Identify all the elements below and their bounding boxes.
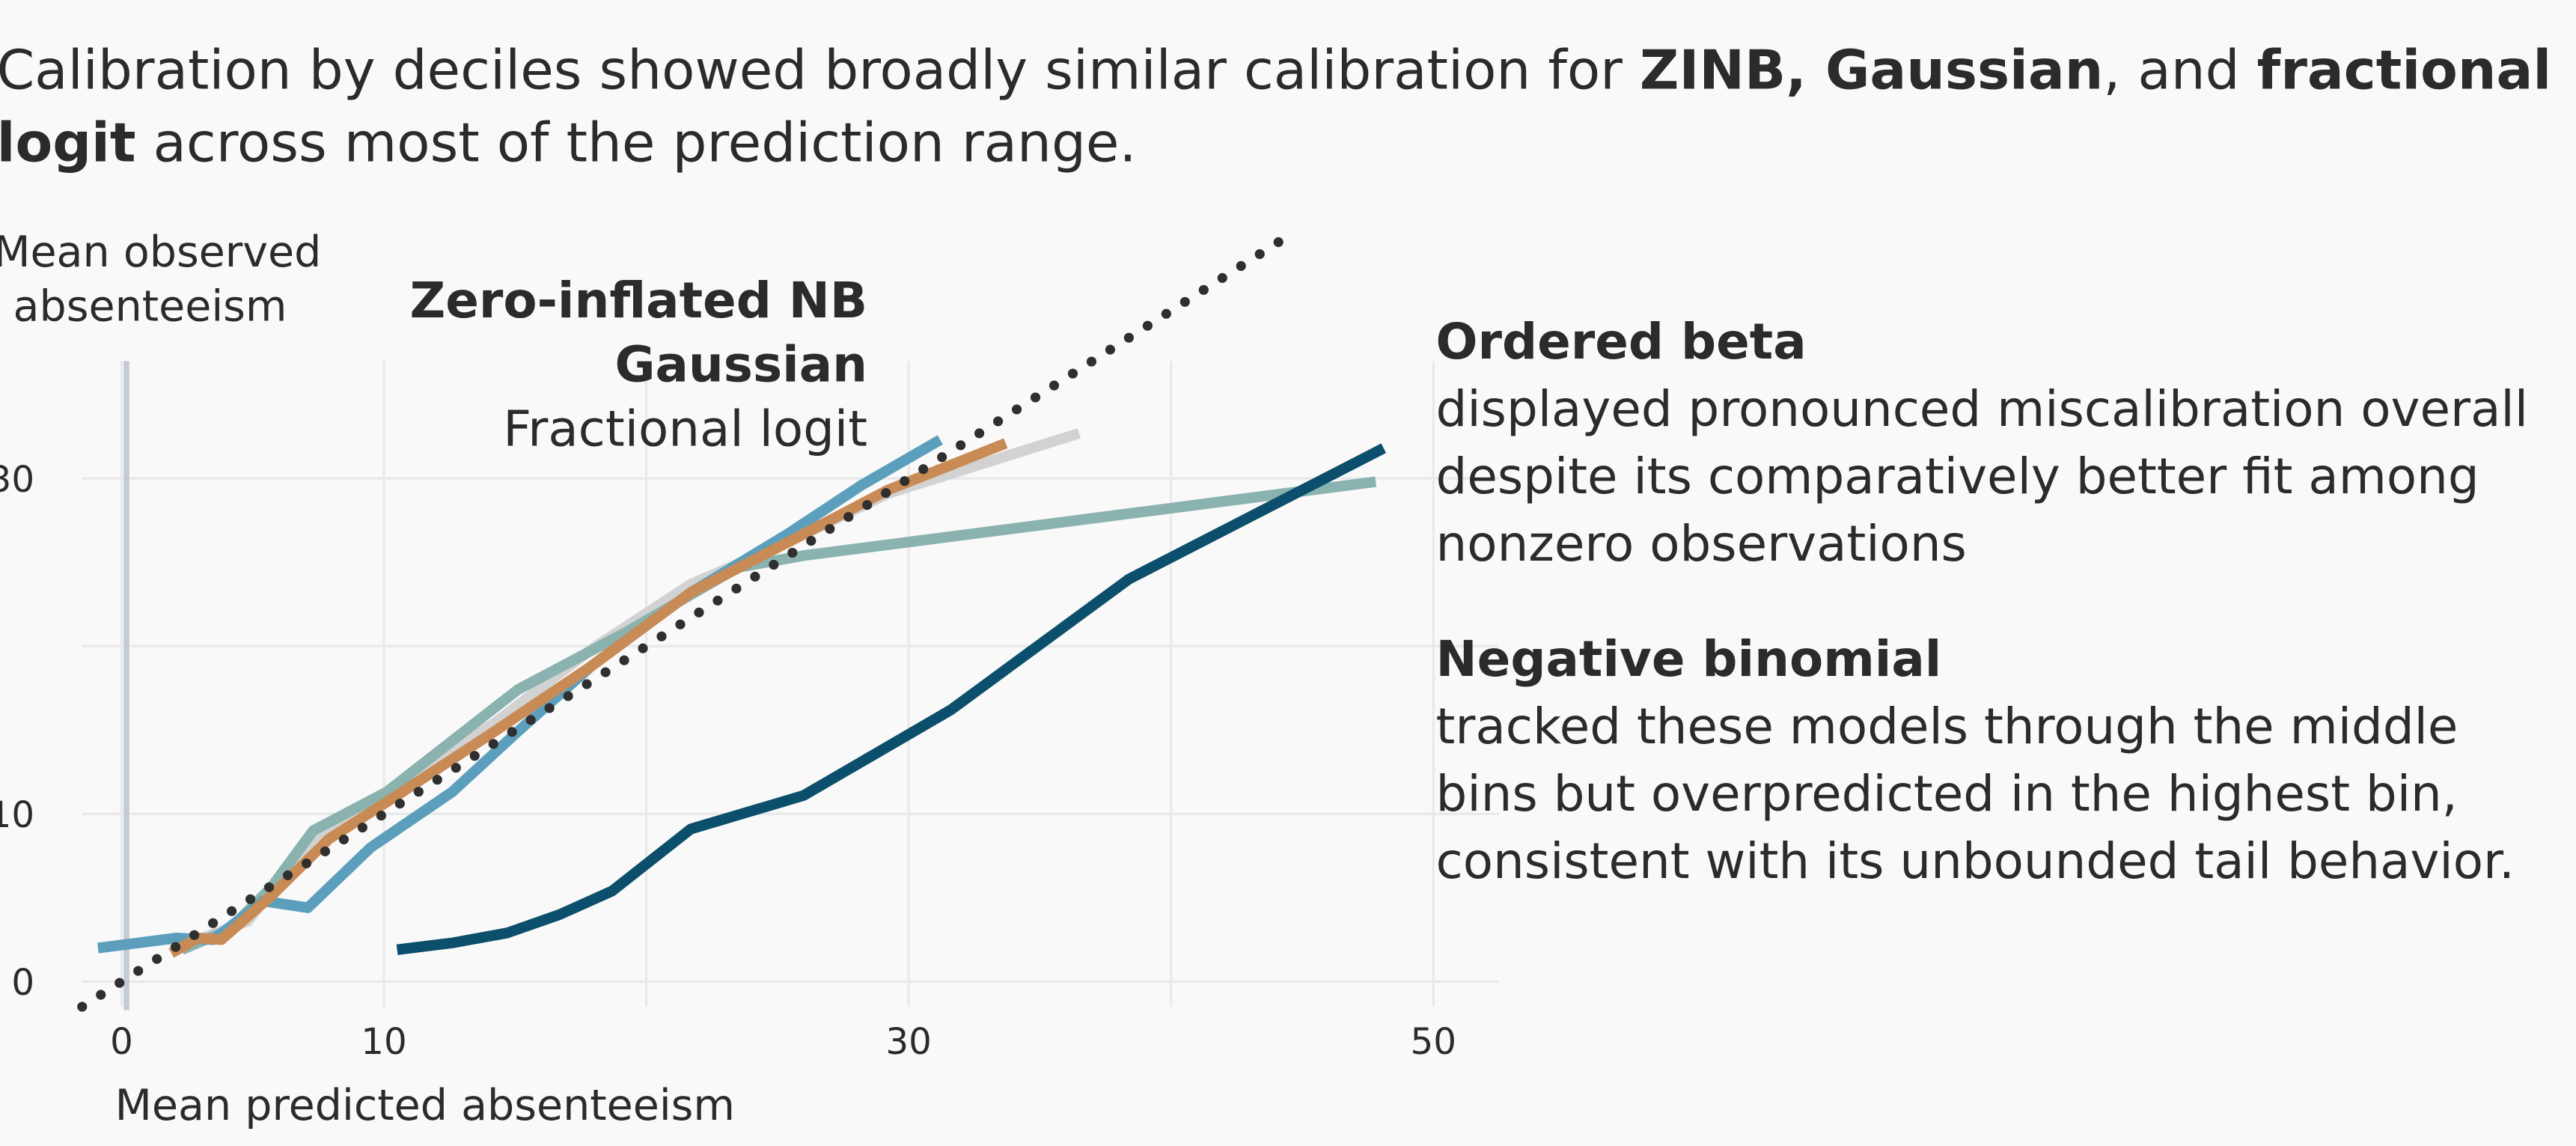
title-segment: ZINB, Gaussian bbox=[1640, 40, 2103, 103]
title-segment: , and bbox=[2103, 40, 2256, 103]
series-line bbox=[396, 443, 1387, 955]
x-tick-label: 30 bbox=[885, 1021, 931, 1063]
annotation-text: consistent with its unbounded tail behav… bbox=[1436, 832, 2515, 890]
series-label: Gaussian bbox=[614, 336, 867, 394]
title-segment: Calibration by deciles showed broadly si… bbox=[0, 40, 1640, 103]
series-line bbox=[168, 438, 1008, 958]
title-segment: across most of the prediction range. bbox=[136, 112, 1137, 174]
annotation-heading: Ordered beta bbox=[1436, 313, 1807, 371]
annotation-text: despite its comparatively better fit amo… bbox=[1436, 448, 2479, 505]
annotation-text: displayed pronounced miscalibration over… bbox=[1436, 380, 2528, 438]
annotation-text: nonzero observations bbox=[1436, 515, 1967, 573]
chart-title: Calibration by deciles showed broadly si… bbox=[0, 40, 2551, 103]
y-axis-label: absenteeism bbox=[13, 281, 287, 331]
x-tick-label: 10 bbox=[361, 1021, 406, 1063]
series-label: Zero-inflated NB bbox=[409, 272, 867, 329]
y-tick-label: 10 bbox=[0, 794, 34, 836]
y-axis-label: Mean observed bbox=[0, 228, 321, 277]
annotation-text: bins but overpredicted in the highest bi… bbox=[1436, 765, 2458, 823]
y-tick-label: 30 bbox=[0, 459, 34, 501]
y-tick-label: 0 bbox=[11, 962, 34, 1004]
chart-title: logit across most of the prediction rang… bbox=[0, 112, 1137, 174]
annotation-heading: Negative binomial bbox=[1436, 630, 1942, 688]
x-tick-label: 50 bbox=[1411, 1021, 1456, 1063]
x-tick-label: 0 bbox=[110, 1021, 133, 1063]
title-segment: fractional bbox=[2257, 40, 2552, 103]
annotation-text: tracked these models through the middle bbox=[1436, 698, 2459, 755]
series-label: Fractional logit bbox=[503, 400, 867, 457]
reference-line bbox=[77, 230, 1295, 1012]
title-segment: logit bbox=[0, 112, 136, 174]
x-axis-label: Mean predicted absenteeism bbox=[115, 1081, 735, 1130]
